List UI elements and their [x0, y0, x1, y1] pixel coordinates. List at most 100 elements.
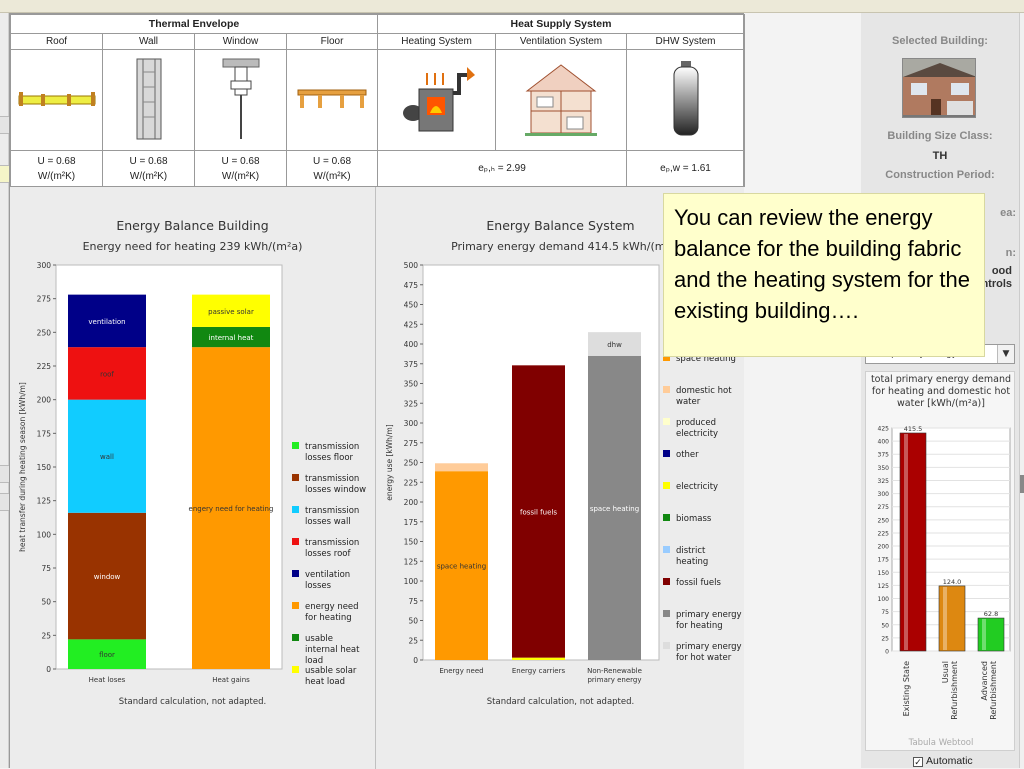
legend-swatch — [292, 666, 299, 673]
system-balance-subtitle: Primary energy demand 414.5 kWh/(m² — [451, 240, 670, 253]
ventilation-system-label: Ventilation System — [495, 33, 628, 50]
y-tick-label: 225 — [37, 362, 52, 371]
x-tick-label: Energy need — [439, 667, 483, 675]
legend-label: ventilation — [305, 570, 350, 580]
bar-segment — [68, 399, 146, 513]
window-u-value: U = 0.68 W/(m²K) — [194, 150, 287, 187]
checkbox-icon[interactable]: ✓ — [913, 757, 923, 767]
building-balance-panel: Energy Balance Building Energy need for … — [10, 187, 376, 769]
x-tick-label: Refurbishment — [950, 661, 959, 720]
charts-area: Energy Balance Building Energy need for … — [10, 187, 744, 769]
legend-swatch — [292, 538, 299, 545]
bar-segment — [435, 471, 488, 660]
roof-label: Roof — [10, 33, 103, 50]
sidebar-partial-label: n: — [1005, 247, 1016, 259]
y-tick-label: 300 — [878, 491, 890, 498]
system-balance-panel: Energy Balance System Primary energy dem… — [377, 187, 744, 769]
panel-tab-active[interactable] — [0, 165, 9, 183]
y-tick-label: 25 — [41, 631, 51, 640]
legend-label: losses window — [305, 485, 366, 495]
automatic-label: Automatic — [926, 755, 973, 767]
x-tick-label: Heat loses — [89, 676, 126, 684]
bar-value-label: 415.5 — [904, 425, 923, 433]
y-tick-label: 425 — [404, 320, 419, 329]
legend-swatch — [663, 418, 670, 425]
building-size-class-label: Building Size Class: — [887, 130, 993, 142]
legend-label: for heating — [676, 621, 723, 631]
legend-swatch — [292, 506, 299, 513]
y-tick-label: 450 — [404, 301, 419, 310]
legend-label: electricity — [676, 482, 718, 492]
legend-label: losses wall — [305, 517, 351, 527]
heat-supply-header: Heat Supply System — [377, 14, 746, 34]
y-tick-label: 225 — [878, 530, 890, 537]
legend-label: heating — [676, 557, 708, 567]
panel-tab[interactable] — [0, 116, 9, 134]
window-label: Window — [194, 33, 287, 50]
bar-highlight — [943, 586, 947, 650]
legend-swatch — [663, 514, 670, 521]
building-photo — [902, 58, 976, 118]
dhw-tank-icon[interactable] — [626, 49, 746, 151]
legend-label: heat load — [305, 677, 345, 687]
legend-swatch — [292, 634, 299, 641]
y-tick-label: 425 — [878, 426, 890, 433]
building-balance-footer: Standard calculation, not adapted. — [118, 697, 267, 707]
sidebar: Selected Building: Building Size Class: … — [861, 13, 1019, 768]
legend-swatch — [663, 450, 670, 457]
building-size-class-value: TH — [932, 150, 948, 162]
legend-swatch — [292, 602, 299, 609]
bar-segment-label: engery need for heating — [189, 505, 274, 513]
x-tick-label: Existing State — [902, 661, 911, 716]
bar-segment — [588, 355, 641, 660]
legend-label: losses floor — [305, 453, 354, 463]
legend-label: losses roof — [305, 549, 351, 559]
y-tick-label: 200 — [878, 544, 890, 551]
bar-segment-label: floor — [99, 651, 115, 659]
heating-system-label: Heating System — [377, 33, 497, 50]
y-tick-label: 225 — [404, 478, 419, 487]
refurbishment-chart: 0 25 50 75 100 125 150 175 200 225 250 275 300 325 350… — [878, 425, 1011, 720]
bar-segment — [68, 294, 146, 348]
y-tick-label: 375 — [404, 360, 419, 369]
y-tick-label: 0 — [46, 665, 51, 674]
y-tick-label: 500 — [404, 261, 419, 270]
panel-tab[interactable] — [0, 465, 9, 483]
dhw-expenditure-factor: eₚ,w = 1.61 — [626, 150, 746, 187]
refurbishment-chart-panel: total primary energy demand for heating … — [865, 371, 1015, 751]
floor-icon[interactable] — [285, 49, 379, 151]
dhw-system-label: DHW System — [626, 33, 746, 50]
y-axis-label: heat transfer during heating season [kWh… — [18, 382, 27, 552]
y-tick-label: 100 — [37, 530, 52, 539]
system-balance-footer: Standard calculation, not adapted. — [486, 697, 635, 707]
scroll-thumb[interactable] — [1020, 475, 1024, 493]
bar-segment — [512, 365, 565, 658]
bar-segment-label: window — [94, 573, 121, 581]
legend-label: energy need — [305, 602, 359, 612]
legend-label: biomass — [676, 514, 712, 524]
x-tick-label: Non-Renewable — [587, 667, 642, 675]
y-tick-label: 75 — [408, 597, 418, 606]
y-tick-label: 75 — [881, 609, 889, 616]
legend-label: usable solar — [305, 666, 357, 676]
boiler-icon[interactable] — [377, 49, 497, 151]
window-icon[interactable] — [194, 49, 287, 151]
system-balance-chart: 0 25 50 75 100 125 150 175 200 225 250 275 300 325 350… — [385, 261, 742, 684]
roof-u-value: U = 0.68 W/(m²K) — [10, 150, 103, 187]
panel-tab[interactable] — [0, 493, 9, 511]
y-tick-label: 175 — [878, 557, 890, 564]
chevron-down-icon[interactable]: ▼ — [997, 345, 1014, 363]
automatic-checkbox[interactable]: ✓ Automatic — [913, 755, 973, 767]
floor-u-value: U = 0.68 W/(m²K) — [285, 150, 379, 187]
x-tick-label: Advanced — [980, 661, 989, 701]
house-ventilation-icon[interactable] — [495, 49, 628, 151]
right-scrollbar[interactable] — [1019, 13, 1024, 768]
wall-icon[interactable] — [102, 49, 195, 151]
bar — [938, 585, 966, 652]
y-tick-label: 0 — [885, 649, 889, 656]
left-collapsed-panel[interactable] — [0, 13, 9, 768]
legend-label: load — [305, 656, 323, 666]
roof-icon[interactable] — [10, 49, 103, 151]
y-tick-label: 50 — [881, 622, 889, 629]
energy-balance-sheet: Thermal Envelope Heat Supply System Roof… — [9, 13, 746, 769]
